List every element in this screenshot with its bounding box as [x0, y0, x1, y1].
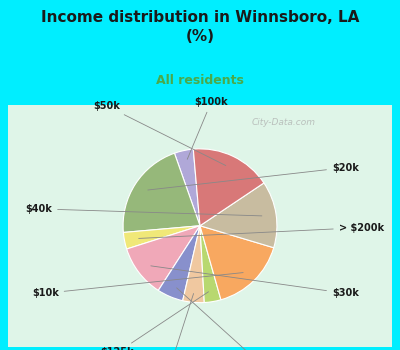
Text: Income distribution in Winnsboro, LA
(%): Income distribution in Winnsboro, LA (%)	[41, 10, 359, 44]
Wedge shape	[123, 226, 200, 249]
Wedge shape	[193, 149, 264, 226]
Text: $200k: $200k	[177, 288, 282, 350]
Text: > $200k: > $200k	[139, 223, 384, 238]
Wedge shape	[200, 226, 221, 302]
Wedge shape	[200, 226, 274, 300]
Wedge shape	[127, 226, 200, 290]
Text: $100k: $100k	[187, 97, 228, 159]
Text: $10k: $10k	[32, 273, 243, 298]
Text: $125k: $125k	[101, 292, 208, 350]
Wedge shape	[174, 149, 200, 226]
Wedge shape	[183, 226, 204, 303]
Wedge shape	[158, 226, 200, 301]
Text: All residents: All residents	[156, 74, 244, 86]
Wedge shape	[123, 153, 200, 232]
Text: $75k: $75k	[154, 294, 194, 350]
Text: $40k: $40k	[25, 204, 262, 216]
Text: $50k: $50k	[93, 101, 226, 166]
Wedge shape	[200, 183, 277, 248]
Text: City-Data.com: City-Data.com	[252, 118, 316, 127]
Text: $30k: $30k	[151, 266, 359, 298]
Text: $20k: $20k	[148, 163, 359, 190]
